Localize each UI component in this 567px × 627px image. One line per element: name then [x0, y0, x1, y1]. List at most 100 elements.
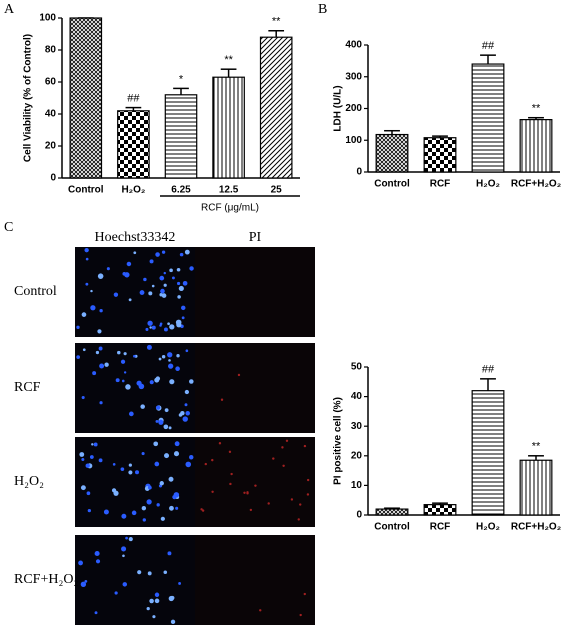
- nucleus: [200, 508, 203, 511]
- nucleus: [121, 379, 125, 383]
- nucleus: [211, 458, 214, 462]
- nucleus: [154, 598, 160, 604]
- nucleus: [259, 609, 262, 612]
- annotation: *: [179, 73, 184, 85]
- nucleus: [151, 325, 156, 330]
- bar: [212, 76, 245, 179]
- nucleus: [85, 463, 90, 468]
- nucleus: [182, 416, 188, 422]
- nucleus: [149, 326, 152, 329]
- nucleus: [182, 280, 188, 286]
- image: [195, 437, 315, 527]
- nucleus: [178, 582, 181, 585]
- nucleus: [160, 516, 165, 521]
- nucleus: [272, 457, 275, 460]
- nucleus: [117, 350, 121, 355]
- annotation: **: [272, 16, 281, 28]
- nucleus: [141, 505, 147, 511]
- y-tick-label: 0: [356, 167, 362, 178]
- nucleus: [113, 490, 119, 496]
- nucleus: [98, 458, 103, 463]
- column-title: PI: [249, 230, 262, 245]
- nucleus: [161, 250, 166, 254]
- y-tick-label: 20: [351, 450, 363, 461]
- bar: [69, 17, 103, 179]
- nucleus: [121, 546, 127, 552]
- y-axis-label: Cell Viability (% of Control): [23, 34, 34, 162]
- nucleus: [267, 502, 270, 505]
- panel-label: A: [4, 2, 15, 17]
- nucleus: [155, 252, 160, 257]
- nucleus: [85, 282, 89, 286]
- y-tick-label: 0: [50, 173, 56, 184]
- nucleus: [87, 508, 91, 513]
- nucleus: [171, 276, 175, 280]
- nucleus: [81, 312, 87, 317]
- nucleus: [139, 290, 145, 295]
- nucleus: [303, 592, 306, 596]
- row-label: H₂O₂: [14, 474, 44, 489]
- nucleus: [92, 371, 97, 376]
- nucleus: [133, 251, 137, 255]
- x-tick-label: Control: [374, 522, 410, 533]
- nucleus: [114, 591, 118, 595]
- nucleus: [78, 560, 83, 566]
- nucleus: [128, 411, 134, 417]
- y-tick-label: 100: [345, 135, 362, 146]
- nucleus: [161, 355, 166, 359]
- nucleus: [159, 481, 164, 486]
- nucleus: [143, 277, 147, 282]
- nucleus: [82, 348, 86, 352]
- nucleus: [149, 259, 154, 264]
- y-tick-label: 200: [345, 103, 362, 114]
- nucleus: [173, 451, 180, 457]
- nucleus: [98, 346, 103, 351]
- nucleus: [170, 619, 176, 625]
- bar: [519, 119, 553, 173]
- nucleus: [218, 442, 222, 445]
- nucleus: [85, 257, 89, 261]
- nucleus: [299, 503, 302, 506]
- nucleus: [246, 491, 249, 494]
- panel-label: C: [4, 220, 13, 235]
- nucleus: [133, 354, 136, 358]
- x-tick-label: RCF: [430, 179, 451, 190]
- nucleus: [158, 357, 162, 361]
- bar: [423, 137, 457, 173]
- nucleus: [95, 559, 101, 564]
- bar: [423, 504, 457, 516]
- nucleus: [128, 470, 133, 475]
- nucleus: [154, 592, 160, 597]
- nucleus: [99, 309, 103, 313]
- nucleus: [120, 467, 125, 472]
- nucleus: [185, 349, 189, 353]
- annotation: **: [224, 54, 233, 66]
- nucleus: [80, 485, 86, 491]
- nucleus: [175, 366, 180, 372]
- nucleus: [131, 510, 137, 516]
- nucleus: [254, 484, 257, 487]
- y-tick-label: 80: [45, 45, 57, 56]
- nucleus: [146, 499, 152, 505]
- nucleus: [163, 424, 169, 430]
- nucleus: [86, 491, 91, 496]
- nucleus: [176, 267, 181, 272]
- nucleus: [164, 453, 170, 459]
- nucleus: [135, 470, 140, 475]
- nucleus: [179, 252, 184, 257]
- bar: [375, 508, 409, 516]
- nucleus: [142, 518, 146, 522]
- nucleus: [145, 327, 149, 331]
- nucleus: [168, 359, 171, 362]
- nucleus: [155, 405, 161, 410]
- nucleus: [178, 285, 184, 292]
- nucleus: [94, 550, 100, 557]
- nucleus: [249, 508, 253, 512]
- nucleus: [120, 359, 126, 364]
- nucleus: [76, 325, 80, 330]
- nucleus: [113, 292, 119, 297]
- nucleus: [152, 615, 156, 619]
- nucleus: [184, 389, 190, 395]
- nucleus: [90, 289, 93, 293]
- nucleus: [97, 329, 102, 334]
